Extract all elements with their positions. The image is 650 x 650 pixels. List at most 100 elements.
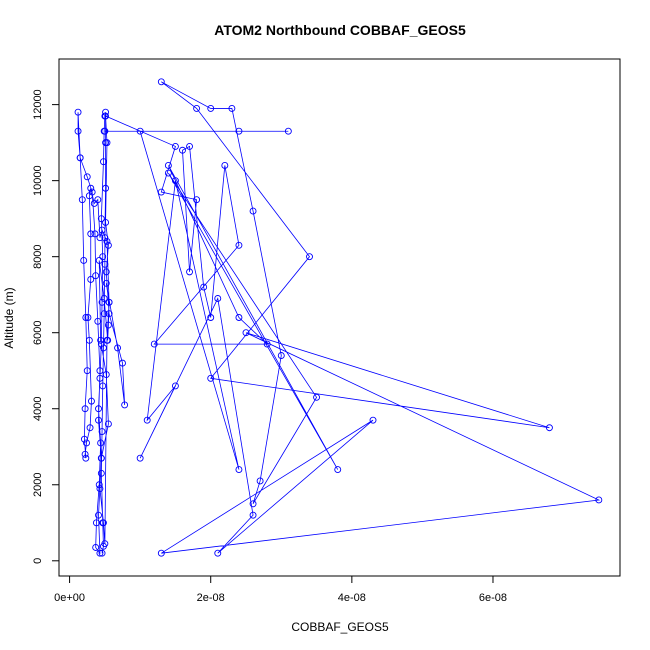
x-tick-label: 2e-08	[197, 592, 225, 604]
data-point	[87, 276, 95, 283]
data-point	[100, 344, 107, 352]
data-point	[545, 424, 553, 432]
data-point	[595, 496, 603, 504]
x-tick-label: 0e+00	[54, 592, 85, 604]
data-point	[82, 314, 90, 321]
data-point	[84, 314, 92, 321]
data-point	[88, 397, 95, 405]
data-point	[369, 416, 377, 424]
data-point	[74, 127, 82, 135]
data-point	[157, 78, 165, 86]
data-point	[104, 321, 112, 329]
data-point	[249, 511, 257, 519]
data-point	[96, 234, 104, 242]
data-point	[102, 219, 110, 226]
data-point	[100, 158, 107, 166]
data-point	[164, 169, 172, 177]
data-point	[171, 177, 179, 185]
data-point	[92, 272, 100, 280]
data-point	[150, 340, 158, 348]
data-point	[98, 428, 106, 435]
data-point	[83, 439, 90, 447]
data-point	[101, 127, 109, 135]
data-point	[102, 268, 110, 276]
data-point	[334, 466, 342, 474]
data-point	[90, 200, 98, 207]
data-point	[81, 450, 89, 458]
data-point	[87, 230, 95, 238]
y-tick-label: 0	[32, 558, 44, 564]
data-point	[97, 215, 105, 223]
data-point	[85, 336, 93, 344]
data-point	[81, 405, 89, 413]
data-point	[97, 340, 105, 348]
data-point	[263, 340, 271, 348]
data-point	[80, 435, 88, 443]
data-point	[104, 420, 112, 428]
data-point	[284, 127, 292, 135]
data-point	[102, 279, 110, 287]
data-point	[193, 104, 201, 112]
data-point	[85, 192, 93, 200]
y-tick-label: 8000	[32, 244, 44, 268]
data-point	[214, 295, 222, 302]
data-point	[207, 374, 215, 382]
data-point	[200, 283, 208, 291]
x-axis: 0e+00 2e-08 4e-08 6e-08	[54, 575, 507, 604]
data-point	[94, 196, 102, 204]
data-point	[98, 298, 106, 306]
chart-title: ATOM2 Northbound COBBAF_GEOS5	[214, 22, 466, 38]
data-point	[256, 477, 264, 485]
data-point	[164, 161, 172, 169]
data-point	[94, 317, 102, 325]
y-tick-label: 4000	[32, 396, 44, 420]
data-point	[207, 314, 215, 321]
data-point	[221, 161, 229, 169]
data-point	[171, 382, 179, 390]
series-layer	[74, 78, 603, 557]
data-point	[95, 416, 102, 424]
data-point	[171, 142, 179, 150]
data-point	[101, 260, 109, 268]
data-point	[97, 469, 105, 477]
data-point	[92, 544, 100, 551]
data-point	[277, 352, 285, 359]
data-point	[96, 485, 104, 493]
data-point	[249, 207, 257, 215]
x-tick-label: 4e-08	[338, 592, 366, 604]
data-point	[249, 500, 257, 508]
data-point	[103, 238, 111, 245]
data-point	[76, 154, 84, 162]
data-point	[119, 359, 126, 367]
data-point	[95, 481, 103, 489]
data-point	[143, 416, 151, 424]
data-point	[235, 466, 243, 474]
data-point	[186, 142, 194, 150]
data-point	[95, 405, 102, 413]
data-point	[313, 393, 321, 401]
y-tick-label: 2000	[32, 473, 44, 497]
data-point	[102, 371, 110, 378]
data-point	[82, 454, 90, 462]
series-line	[77, 81, 601, 555]
data-point	[99, 253, 107, 261]
y-axis: 0 2000 4000 6000 8000 10000 12000	[32, 89, 60, 564]
data-point	[179, 146, 186, 154]
data-point	[103, 139, 111, 147]
data-point	[83, 173, 91, 181]
data-point	[214, 549, 222, 557]
data-point	[95, 257, 103, 264]
data-point	[98, 226, 106, 234]
y-axis-label: Altitude (m)	[2, 287, 16, 348]
data-point	[83, 367, 91, 375]
data-point	[101, 234, 109, 242]
x-axis-label: COBBAF_GEOS5	[291, 620, 389, 634]
data-point	[114, 344, 122, 352]
data-point	[97, 454, 105, 462]
data-point	[96, 367, 104, 375]
data-point	[228, 104, 236, 112]
data-point	[104, 241, 112, 249]
data-point	[78, 196, 86, 204]
data-point	[96, 374, 104, 382]
data-point	[105, 310, 113, 318]
